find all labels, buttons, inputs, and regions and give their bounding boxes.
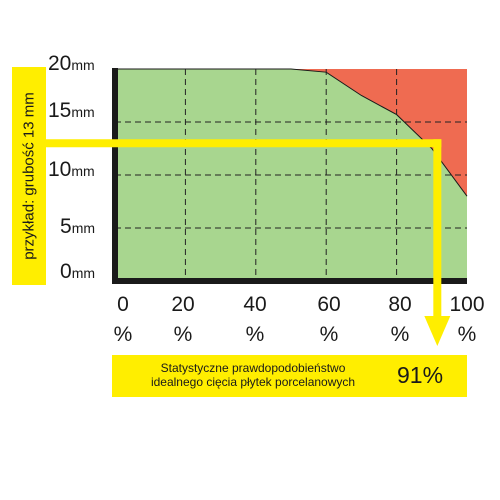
example-arrow-head <box>424 316 451 346</box>
y-tick-label: 10mm <box>48 158 95 181</box>
result-box: Statystyczne prawdopodobieństwo idealneg… <box>112 355 467 397</box>
result-description: Statystyczne prawdopodobieństwo idealneg… <box>118 361 388 389</box>
example-label-box: przykład: grubość 13 mm <box>12 67 46 285</box>
y-tick-label: 5mm <box>60 215 96 238</box>
y-tick-label: 20mm <box>48 52 95 75</box>
y-tick-label: 0mm <box>60 260 96 283</box>
result-line-1: Statystyczne prawdopodobieństwo <box>160 361 346 375</box>
result-value: 91% <box>397 362 444 388</box>
x-tick-label: 20% <box>171 293 195 346</box>
x-tick-label: 60% <box>317 293 341 346</box>
x-tick-label: 100% <box>449 293 485 346</box>
x-tick-label: 0% <box>113 293 133 346</box>
x-tick-label: 40% <box>243 293 267 346</box>
example-label: przykład: grubość 13 mm <box>20 92 38 260</box>
result-line-2: idealnego cięcia płytek porcelanowych <box>150 375 356 389</box>
y-tick-label: 15mm <box>48 99 95 122</box>
x-tick-label: 80% <box>388 293 412 346</box>
